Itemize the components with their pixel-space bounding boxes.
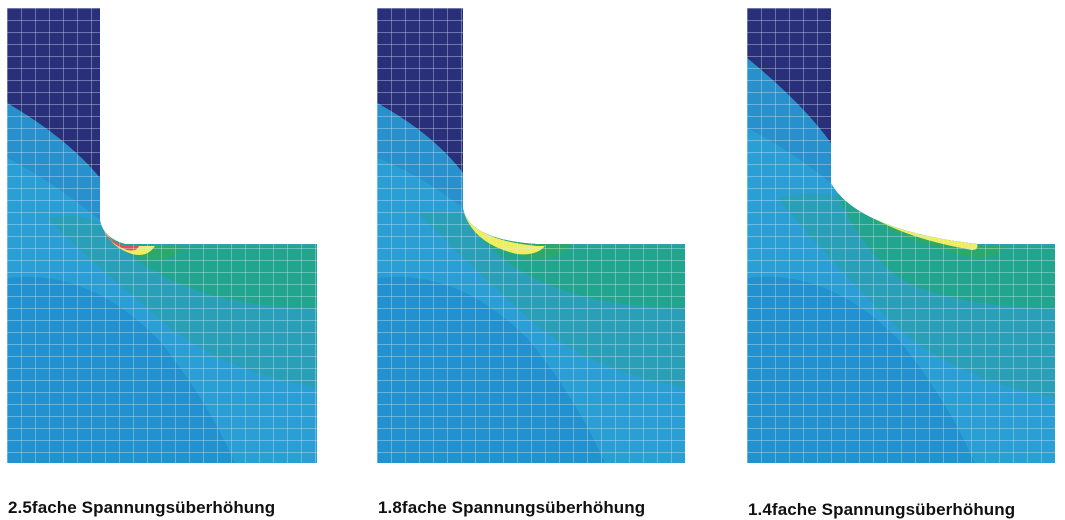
fem-stress-plot-2 xyxy=(377,8,685,463)
fem-panel-2 xyxy=(377,8,697,468)
fem-stress-plot-1 xyxy=(7,8,317,463)
panel-1-caption: 2.5fache Spannungsüberhöhung xyxy=(8,498,276,517)
fem-panel-3 xyxy=(747,8,1065,468)
fem-stress-plot-3 xyxy=(747,8,1055,463)
panel-3-caption: 1.4fache Spannungsüberhöhung xyxy=(748,500,1016,519)
panel-2-caption: 1.8fache Spannungsüberhöhung xyxy=(378,498,646,517)
fem-panel-1 xyxy=(7,8,327,468)
